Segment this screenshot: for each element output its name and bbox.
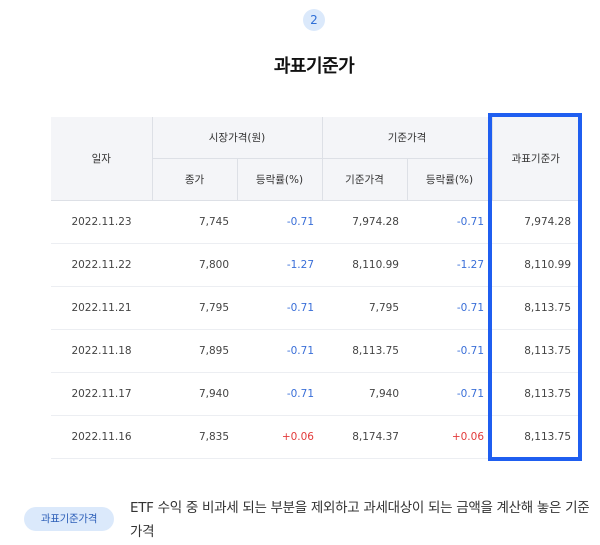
cell-base-change: -0.71 bbox=[407, 286, 493, 330]
header-tax-base-price: 과표기준가 bbox=[491, 117, 580, 201]
cell-market-change: -0.71 bbox=[237, 329, 322, 373]
term-description: ETF 수익 중 비과세 되는 부분을 제외하고 과세대상이 되는 금액을 계산… bbox=[130, 500, 590, 540]
table-row: 2022.11.18 7,895 -0.71 8,113.75 -0.71 8,113.7… bbox=[51, 329, 580, 373]
header-base-change-rate: 등락률(%) bbox=[406, 158, 493, 201]
table-header-row: 일자 시장가격(원) 기준가격 과표기준가 bbox=[51, 117, 580, 201]
cell-close: 7,745 bbox=[152, 200, 237, 244]
cell-tax-base-price: 8,113.75 bbox=[492, 415, 580, 459]
cell-date: 2022.11.22 bbox=[51, 243, 152, 287]
cell-close: 7,895 bbox=[152, 329, 237, 373]
header-base-price-sub: 기준가격 bbox=[321, 158, 407, 201]
cell-market-change: -1.27 bbox=[237, 243, 322, 287]
tax-base-highlight-box bbox=[488, 113, 582, 461]
cell-market-change: +0.06 bbox=[237, 415, 322, 459]
cell-base-price: 7,940 bbox=[322, 372, 407, 416]
cell-close: 7,800 bbox=[152, 243, 237, 287]
cell-base-change: -0.71 bbox=[407, 372, 493, 416]
cell-market-change: -0.71 bbox=[237, 372, 322, 416]
table-row: 2022.11.21 7,795 -0.71 7,795 -0.71 8,113.75 bbox=[51, 286, 580, 330]
table-row: 2022.11.16 7,835 +0.06 8,174.37 +0.06 8,113.7… bbox=[51, 415, 580, 459]
cell-close: 7,795 bbox=[152, 286, 237, 330]
cell-market-change: -0.71 bbox=[237, 286, 322, 330]
header-market-price: 시장가격(원) bbox=[151, 117, 322, 159]
table-row: 2022.11.22 7,800 -1.27 8,110.99 -1.27 8,110.9… bbox=[51, 243, 580, 287]
header-close: 종가 bbox=[151, 158, 237, 201]
cell-close: 7,835 bbox=[152, 415, 237, 459]
cell-tax-base-price: 7,974.28 bbox=[492, 200, 580, 244]
cell-base-price: 8,113.75 bbox=[322, 329, 407, 373]
table-subheader-row: 종가 등락률(%) 기준가격 등락률(%) bbox=[51, 158, 579, 201]
cell-tax-base-price: 8,113.75 bbox=[492, 329, 580, 373]
section-title: 과표기준가 bbox=[273, 56, 355, 77]
header-base-price: 기준가격 bbox=[321, 117, 493, 159]
cell-date: 2022.11.23 bbox=[51, 200, 152, 244]
cell-date: 2022.11.17 bbox=[51, 372, 152, 416]
cell-tax-base-price: 8,113.75 bbox=[492, 286, 580, 330]
cell-date: 2022.11.16 bbox=[51, 415, 152, 459]
cell-base-change: -0.71 bbox=[407, 329, 493, 373]
cell-base-price: 7,795 bbox=[322, 286, 407, 330]
cell-tax-base-price: 8,110.99 bbox=[492, 243, 580, 287]
cell-date: 2022.11.21 bbox=[51, 286, 152, 330]
cell-base-change: -0.71 bbox=[407, 200, 493, 244]
cell-base-change: -1.27 bbox=[407, 243, 493, 287]
price-table: 일자 시장가격(원) 기준가격 과표기준가 종가 등락률(%) 기준가격 등락률… bbox=[51, 117, 580, 459]
step-number-badge: 2 bbox=[303, 9, 325, 31]
cell-base-price: 7,974.28 bbox=[322, 200, 407, 244]
cell-market-change: -0.71 bbox=[237, 200, 322, 244]
cell-close: 7,940 bbox=[152, 372, 237, 416]
cell-tax-base-price: 8,113.75 bbox=[492, 372, 580, 416]
table-row: 2022.11.17 7,940 -0.71 7,940 -0.71 8,113.75 bbox=[51, 372, 580, 416]
header-market-change-rate: 등락률(%) bbox=[236, 158, 322, 201]
cell-base-change: +0.06 bbox=[407, 415, 493, 459]
table-row: 2022.11.23 7,745 -0.71 7,974.28 -0.71 7,974.2… bbox=[51, 200, 580, 244]
term-badge: 과표기준가격 bbox=[24, 507, 114, 531]
header-date: 일자 bbox=[51, 117, 152, 201]
cell-date: 2022.11.18 bbox=[51, 329, 152, 373]
cell-base-price: 8,110.99 bbox=[322, 243, 407, 287]
cell-base-price: 8,174.37 bbox=[322, 415, 407, 459]
